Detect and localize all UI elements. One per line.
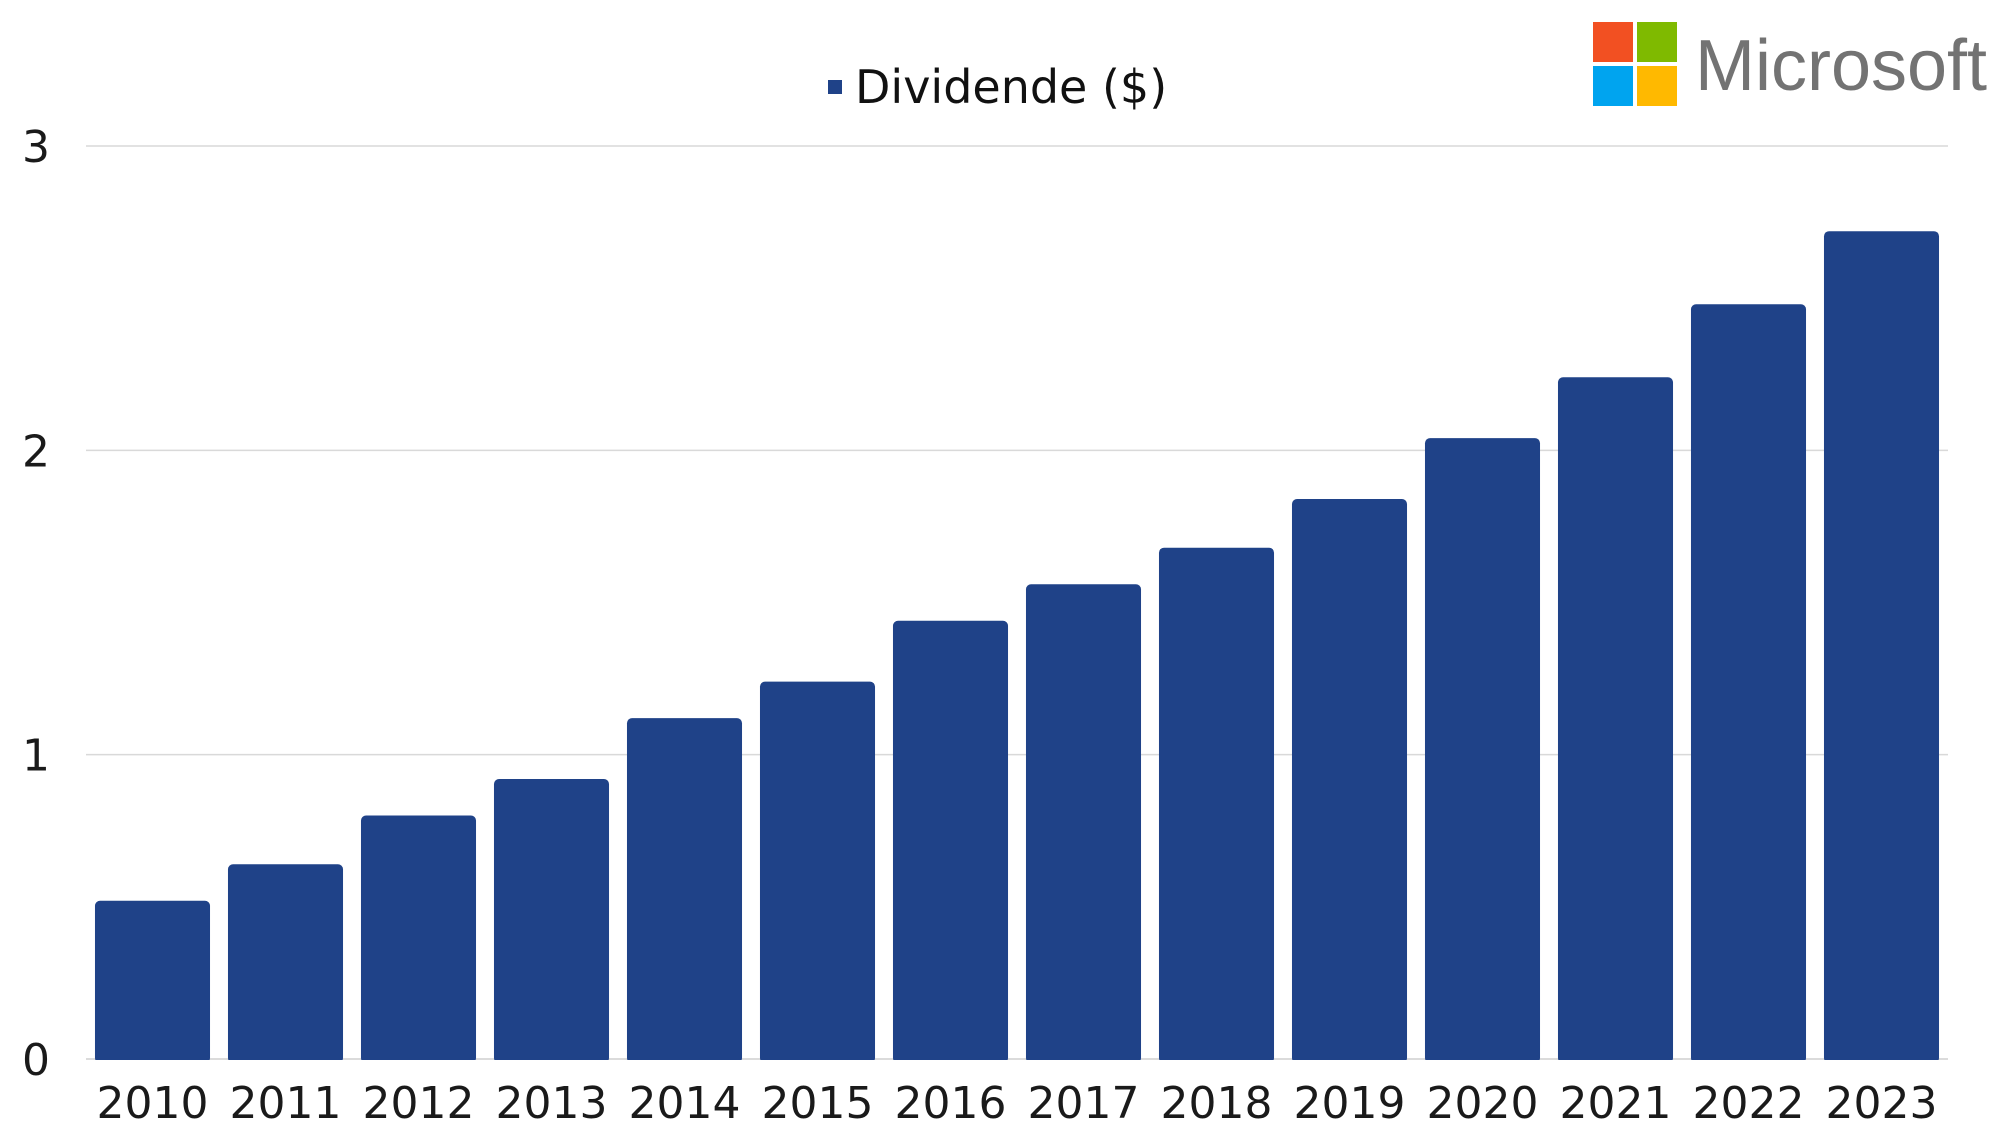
logo-square-yellow [1637,66,1677,106]
bar-2012 [360,815,477,1063]
logo-square-red [1593,22,1633,62]
y-tick-label: 0 [22,1035,50,1086]
bar-2017 [1025,584,1142,1063]
x-tick-label: 2019 [1294,1078,1406,1129]
legend-label: Dividende ($) [855,60,1167,114]
x-tick-label: 2015 [762,1078,874,1129]
x-tick-label: 2021 [1560,1078,1672,1129]
bar-2022 [1690,304,1807,1064]
x-tick-label: 2020 [1427,1078,1539,1129]
bar-2023 [1823,231,1940,1064]
legend: Dividende ($) [828,60,1167,114]
bar-2015 [759,681,876,1063]
bar-2016 [892,620,1009,1063]
x-tick-label: 2013 [496,1078,608,1129]
legend-swatch [828,80,842,94]
y-tick-label: 1 [22,731,50,782]
bar-2020 [1424,438,1541,1063]
logo-wordmark: Microsoft [1695,26,1987,106]
y-tick-label: 3 [22,122,50,173]
y-axis-ticks: 0 1 2 3 [22,122,50,1086]
bar-2014 [626,718,743,1063]
x-tick-label: 2018 [1161,1078,1273,1129]
x-tick-label: 2022 [1693,1078,1805,1129]
y-tick-label: 2 [22,426,50,477]
x-tick-label: 2012 [363,1078,475,1129]
x-tick-label: 2016 [895,1078,1007,1129]
x-tick-label: 2017 [1028,1078,1140,1129]
x-axis-ticks: 2010 2011 2012 2013 2014 2015 2016 2017 2018 2019… [97,1078,1938,1129]
bars [76,231,1958,1068]
bar-2021 [1557,377,1674,1063]
x-tick-label: 2014 [629,1078,741,1129]
baseline-mask [76,1060,1958,1068]
x-tick-label: 2023 [1826,1078,1938,1129]
x-tick-label: 2011 [230,1078,342,1129]
bar-2010 [94,900,211,1063]
microsoft-logo: Microsoft [1593,22,1987,106]
bar-2013 [493,779,610,1063]
bar-2011 [227,864,344,1063]
bar-2019 [1291,499,1408,1063]
bar-2018 [1158,547,1275,1063]
x-tick-label: 2010 [97,1078,209,1129]
logo-square-blue [1593,66,1633,106]
logo-square-green [1637,22,1677,62]
